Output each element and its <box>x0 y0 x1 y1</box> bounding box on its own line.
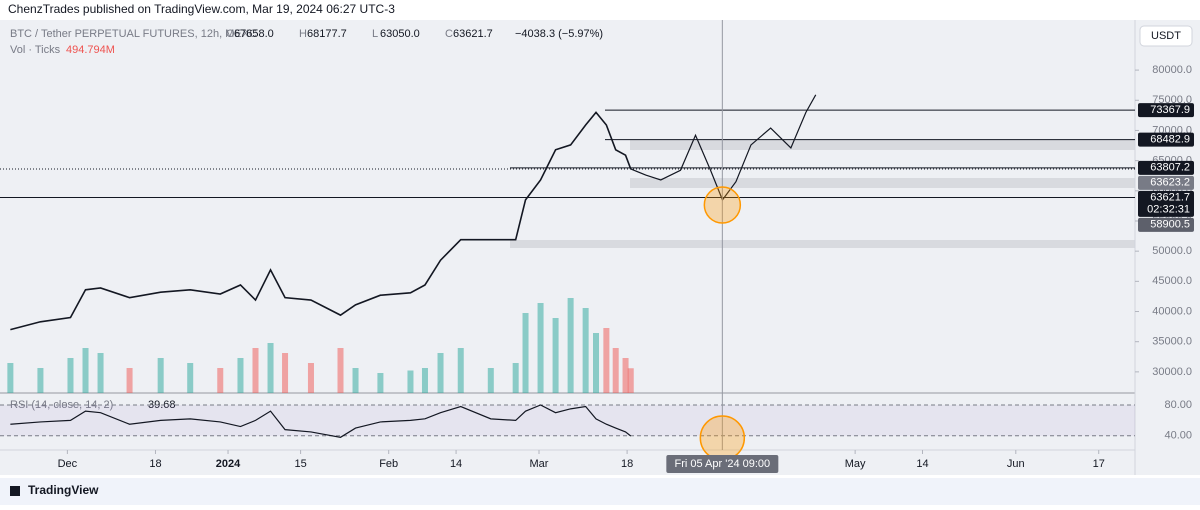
x-tick-label: 15 <box>294 458 306 470</box>
volume-bar <box>157 358 164 393</box>
volume-bar <box>7 363 14 393</box>
rsi-tick-label: 80.00 <box>1164 399 1192 411</box>
y-tick-label: 35000.0 <box>1152 336 1192 348</box>
highlight-circle <box>703 186 742 224</box>
y-tick-label: 30000.0 <box>1152 366 1192 378</box>
x-tick-label: May <box>845 458 866 470</box>
crosshair-label: Fri 05 Apr '24 09:00 <box>674 458 770 470</box>
volume-value: 494.794M <box>66 44 115 56</box>
level-label-bg <box>1138 103 1194 118</box>
volume-bar <box>537 303 544 393</box>
volume-bar <box>593 333 600 393</box>
level-label: 63623.2 <box>1150 177 1190 189</box>
volume-bar <box>97 353 104 393</box>
currency-button[interactable] <box>1139 25 1193 47</box>
ohlc-key: H <box>299 28 307 40</box>
publisher: ChenzTrades published on TradingView.com… <box>8 2 395 16</box>
level-label-bg <box>1138 190 1194 217</box>
ohlc-key: L <box>372 28 378 40</box>
footer-bar <box>0 478 1200 505</box>
volume-bar <box>457 348 464 393</box>
x-tick-label: 18 <box>149 458 161 470</box>
volume-bar <box>307 363 314 393</box>
volume-bar <box>567 298 574 393</box>
symbol: BTC / Tether PERPETUAL FUTURES, 12h, MEX… <box>10 28 257 40</box>
level-label-bg <box>1138 160 1194 175</box>
ohlc-value: 63621.7 <box>453 28 493 40</box>
ohlc-key: O <box>226 28 235 40</box>
volume-bar <box>552 318 559 393</box>
y-tick-label: 40000.0 <box>1152 305 1192 317</box>
y-tick-label: 80000.0 <box>1152 64 1192 76</box>
volume-bar <box>187 363 194 393</box>
x-tick-label: Jun <box>1007 458 1025 470</box>
footer-brand: TradingView <box>28 483 99 497</box>
x-tick-label: 18 <box>621 458 633 470</box>
y-tick-label: 45000.0 <box>1152 275 1192 287</box>
crosshair-label-bg <box>666 455 779 473</box>
volume-bar <box>377 373 384 393</box>
level-label: 68482.9 <box>1150 134 1190 146</box>
level-label-bg <box>1138 175 1194 190</box>
volume-bar <box>421 368 428 393</box>
x-tick-label: Feb <box>379 458 398 470</box>
volume-bar <box>337 348 344 393</box>
level-label-bg <box>1138 217 1194 232</box>
x-tick-label: 2024 <box>216 458 241 470</box>
level-label: 58900.5 <box>1150 219 1190 231</box>
volume-bar <box>582 308 589 393</box>
x-tick-label: 14 <box>916 458 928 470</box>
volume-bar <box>622 358 629 393</box>
volume-bar <box>487 368 494 393</box>
volume-bar <box>627 368 634 393</box>
zone <box>630 178 1135 188</box>
volume-bar <box>217 368 224 393</box>
volume-bar <box>407 370 414 393</box>
volume-bar <box>612 348 619 393</box>
x-tick-label: Dec <box>58 458 78 470</box>
volume-bar <box>67 358 74 393</box>
ohlc-key: C <box>445 28 453 40</box>
footer-logo <box>10 486 20 496</box>
level-label: 63807.2 <box>1150 162 1190 174</box>
rsi-tick-label: 40.00 <box>1164 430 1192 442</box>
volume-bar <box>82 348 89 393</box>
volume-bar <box>352 368 359 393</box>
volume-bar <box>282 353 289 393</box>
volume-bar <box>512 363 519 393</box>
x-tick-label: 14 <box>450 458 462 470</box>
y-tick-label: 50000.0 <box>1152 245 1192 257</box>
currency[interactable]: USDT <box>1151 30 1181 42</box>
x-tick-label: 17 <box>1093 458 1105 470</box>
highlight-circle <box>699 415 746 461</box>
volume-bar <box>37 368 44 393</box>
ohlc-value: 67658.0 <box>234 28 274 40</box>
zone <box>630 140 1135 150</box>
volume-bar <box>126 368 133 393</box>
level-label: 73367.9 <box>1150 104 1190 116</box>
x-tick-label: Mar <box>530 458 549 470</box>
volume-bar <box>252 348 259 393</box>
volume-bar <box>603 328 610 393</box>
ohlc-value: 68177.7 <box>307 28 347 40</box>
volume-bar <box>267 343 274 393</box>
rsi-label: RSI (14, close, 14, 2) <box>10 399 113 411</box>
volume-label: Vol · Ticks <box>10 44 61 56</box>
level-label: 63621.7 <box>1150 192 1190 204</box>
change: −4038.3 (−5.97%) <box>515 28 603 40</box>
ohlc-value: 63050.0 <box>380 28 420 40</box>
price-line <box>10 111 632 331</box>
countdown: 02:32:31 <box>1147 204 1190 216</box>
zone <box>510 240 1135 248</box>
volume-bar <box>237 358 244 393</box>
level-label-bg <box>1138 132 1194 147</box>
volume-bar <box>437 353 444 393</box>
rsi-line <box>10 404 632 438</box>
volume-bar <box>522 313 529 393</box>
